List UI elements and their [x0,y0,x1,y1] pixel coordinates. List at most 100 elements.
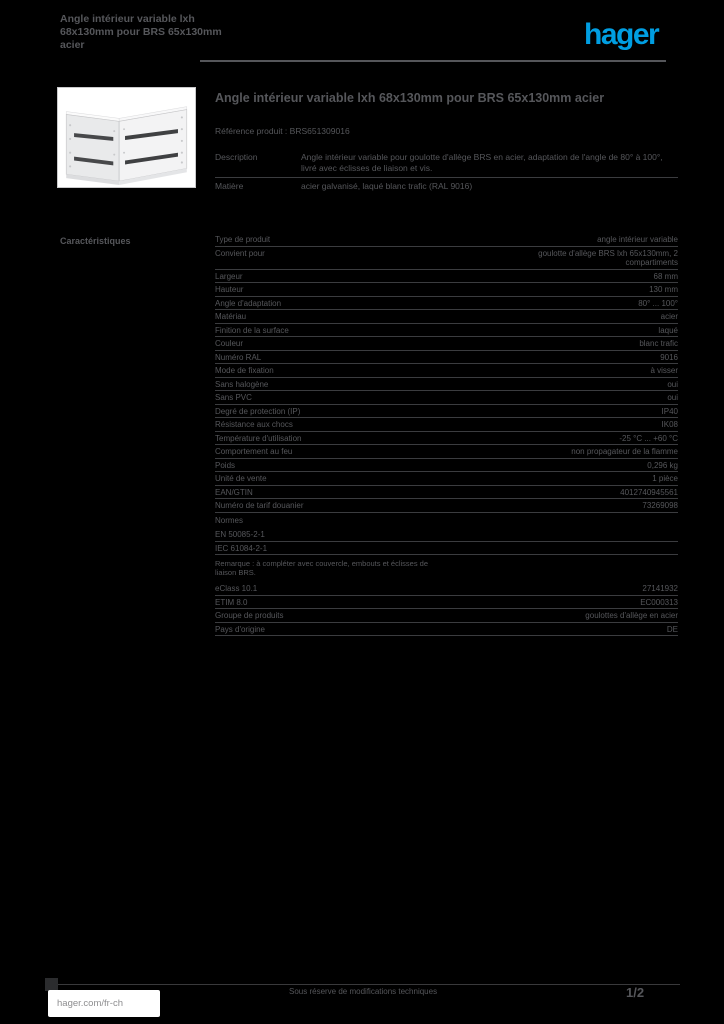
char-label: Type de produit [215,235,271,244]
char-value: 9016 [660,352,678,362]
table-row: Matière acier galvanisé, laqué blanc tra… [215,178,678,195]
table-row: Matériau acier [215,310,678,324]
header-summary-line: acier [60,39,85,51]
classification-table: eClass 10.1 27141932 ETIM 8.0 EC000313 Gro… [215,582,678,636]
char-label: Finition de la surface [215,325,289,335]
char-label: Sans PVC [215,393,252,402]
footer-marker-icon [45,978,58,991]
hager-logo: hager [584,18,660,51]
footer-url-box: hager.com/fr-ch [48,990,160,1017]
char-value: IK08 [661,420,678,429]
table-row: Sans PVC oui [215,391,678,405]
class-value: EC000313 [640,597,678,607]
char-label: Convient pour [215,248,265,258]
char-value: 80° ... 100° [638,298,678,308]
class-label: ETIM 8.0 [215,597,248,607]
footer-divider [55,984,680,985]
section-label-caracteristiques: Caractéristiques [60,236,131,246]
table-row: Comportement au feu non propagateur de la… [215,445,678,459]
standards-remark: Remarque : à compléter avec couvercle, e… [215,559,429,577]
description-table: Description Angle intérieur variable pou… [215,149,678,195]
table-row: Poids 0,296 kg [215,459,678,472]
standards-section: Normes EN 50085-2-1 IEC 61084-2-1 Remarq… [215,516,678,577]
char-label: Résistance aux chocs [215,420,293,429]
header-summary-line: 68x130mm pour BRS 65x130mm [60,26,222,38]
char-value: goulotte d'allège BRS lxh 65x130mm, 2 co… [538,248,678,268]
char-value: angle intérieur variable [597,235,678,244]
char-value: oui [667,379,678,389]
class-label: eClass 10.1 [215,584,258,593]
char-value: à visser [650,366,678,375]
class-label: Groupe de produits [215,611,284,620]
table-row: Type de produit angle intérieur variable [215,233,678,247]
char-label: EAN/GTIN [215,487,253,497]
char-label: Angle d'adaptation [215,298,282,308]
table-row: Numéro de tarif douanier 73269098 [215,499,678,513]
char-value: 68 mm [653,271,678,281]
table-row: Pays d'origine DE [215,623,678,636]
page-title: Angle intérieur variable lxh 68x130mm po… [215,91,605,105]
table-row: Hauteur 130 mm [215,283,678,297]
product-reference: Référence produit : BRS651309016 [215,126,350,136]
char-label: Matériau [215,312,247,321]
product-photo [57,87,196,188]
corner-piece-image [58,88,195,187]
table-row: Angle d'adaptation 80° ... 100° [215,297,678,310]
char-value: oui [667,393,678,402]
page-number: 1/2 [626,985,645,1000]
standards-header: Normes [215,516,244,525]
table-row: EAN/GTIN 4012740945561 [215,486,678,499]
char-value: IP40 [661,406,678,416]
characteristics-table: Type de produit angle intérieur variable … [215,233,678,513]
table-row: Convient pour goulotte d'allège BRS lxh 6… [215,247,678,270]
class-value: goulottes d'allège en acier [585,611,678,620]
char-value: blanc trafic [639,339,678,348]
char-value: acier [660,312,678,321]
table-row: Couleur blanc trafic [215,337,678,351]
char-label: Largeur [215,271,243,281]
char-value: non propagateur de la flamme [571,447,678,456]
description-value: Angle intérieur variable pour goulotte d… [301,152,663,173]
description-label: Description [215,152,258,162]
char-label: Température d'utilisation [215,433,302,443]
class-value: DE [666,624,678,634]
class-label: Pays d'origine [215,624,265,634]
char-label: Numéro de tarif douanier [215,501,304,510]
char-value: 0,296 kg [647,460,678,470]
char-label: Numéro RAL [215,352,262,362]
table-row: Description Angle intérieur variable pou… [215,149,678,178]
char-value: 1 pièce [652,474,678,483]
table-row: Mode de fixation à visser [215,364,678,378]
table-row: Degré de protection (IP) IP40 [215,405,678,418]
header-summary-line: Angle intérieur variable lxh [60,13,195,25]
header-divider [200,60,666,62]
char-value: laqué [658,325,678,335]
description-value: acier galvanisé, laqué blanc trafic (RAL… [301,181,473,191]
footer-link[interactable]: hager.com/fr-ch [57,998,123,1009]
table-row: Finition de la surface laqué [215,324,678,337]
char-label: Hauteur [215,285,244,294]
char-label: Poids [215,460,236,470]
char-label: Couleur [215,339,244,348]
table-row: Groupe de produits goulottes d'allège en … [215,609,678,623]
char-label: Sans halogène [215,379,269,389]
footer-note: Sous réserve de modifications techniques [289,987,438,996]
header-product-summary: Angle intérieur variable lxh 68x130mm po… [60,13,290,52]
table-row: Largeur 68 mm [215,270,678,283]
char-value: -25 °C ... +60 °C [619,433,678,443]
table-row: Sans halogène oui [215,378,678,391]
table-row: Unité de vente 1 pièce [215,472,678,486]
char-label: Degré de protection (IP) [215,406,301,416]
table-row: ETIM 8.0 EC000313 [215,596,678,609]
char-label: Unité de vente [215,474,267,483]
table-row: EN 50085-2-1 [215,528,678,542]
char-value: 4012740945561 [620,487,678,497]
char-label: Mode de fixation [215,366,274,375]
char-value: 73269098 [642,501,678,510]
description-label: Matière [215,181,244,191]
table-row: eClass 10.1 27141932 [215,582,678,596]
table-row: Numéro RAL 9016 [215,351,678,364]
char-label: Comportement au feu [215,447,293,456]
table-row: Température d'utilisation -25 °C ... +60 … [215,432,678,445]
table-row: Résistance aux chocs IK08 [215,418,678,432]
